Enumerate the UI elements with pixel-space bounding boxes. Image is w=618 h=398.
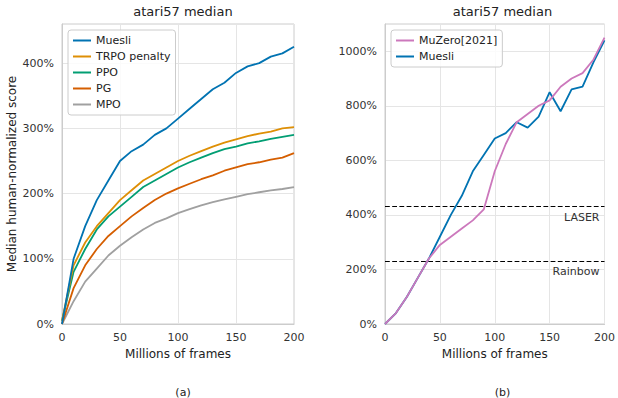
svg-text:Muesli: Muesli <box>96 34 131 47</box>
svg-text:0: 0 <box>382 331 389 344</box>
svg-text:TRPO penalty: TRPO penalty <box>95 50 171 63</box>
svg-text:0%: 0% <box>360 318 377 331</box>
svg-text:Median human-normalized score: Median human-normalized score <box>5 76 19 272</box>
svg-text:MuZero[2021]: MuZero[2021] <box>419 34 497 47</box>
svg-text:(a): (a) <box>175 386 190 398</box>
svg-text:200%: 200% <box>346 263 377 276</box>
svg-text:50: 50 <box>433 331 447 344</box>
svg-text:atari57 median: atari57 median <box>133 4 232 19</box>
svg-text:800%: 800% <box>346 99 377 112</box>
svg-text:Muesli: Muesli <box>419 50 454 63</box>
svg-text:50: 50 <box>113 331 127 344</box>
svg-text:200: 200 <box>284 331 305 344</box>
svg-text:400%: 400% <box>346 208 377 221</box>
svg-text:0: 0 <box>59 331 66 344</box>
svg-text:PG: PG <box>96 82 111 95</box>
svg-text:200%: 200% <box>23 187 54 200</box>
svg-text:(b): (b) <box>495 386 511 398</box>
svg-text:100%: 100% <box>23 252 54 265</box>
svg-text:0%: 0% <box>37 318 54 331</box>
svg-text:MPO: MPO <box>96 98 121 111</box>
svg-text:Millions of frames: Millions of frames <box>125 347 231 361</box>
svg-text:150: 150 <box>539 331 560 344</box>
svg-text:100: 100 <box>168 331 189 344</box>
svg-text:400%: 400% <box>23 57 54 70</box>
svg-text:Millions of frames: Millions of frames <box>442 347 548 361</box>
svg-text:PPO: PPO <box>96 66 118 79</box>
svg-text:300%: 300% <box>23 122 54 135</box>
svg-text:LASER: LASER <box>564 211 600 224</box>
svg-text:100: 100 <box>484 331 505 344</box>
svg-text:150: 150 <box>226 331 247 344</box>
svg-text:1000%: 1000% <box>339 45 377 58</box>
svg-text:Rainbow: Rainbow <box>553 265 600 278</box>
svg-text:600%: 600% <box>346 154 377 167</box>
svg-text:atari57 median: atari57 median <box>453 4 552 19</box>
svg-text:200: 200 <box>594 331 615 344</box>
